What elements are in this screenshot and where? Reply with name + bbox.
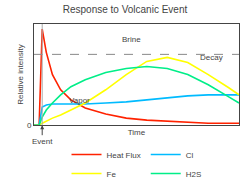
svg-text:Brine: Brine	[122, 35, 141, 44]
svg-text:Heat Flux: Heat Flux	[107, 151, 141, 160]
svg-text:Time: Time	[128, 128, 146, 137]
svg-text:Fe: Fe	[107, 170, 117, 179]
svg-text:Event: Event	[32, 137, 53, 146]
svg-text:0: 0	[27, 121, 32, 130]
svg-text:Response to Volcanic Event: Response to Volcanic Event	[63, 4, 188, 15]
svg-text:Vapor: Vapor	[69, 96, 90, 105]
svg-text:Cl: Cl	[186, 151, 194, 160]
svg-text:Decay: Decay	[200, 53, 223, 62]
svg-text:H2S: H2S	[186, 170, 202, 179]
svg-text:Relative intensity: Relative intensity	[16, 44, 25, 104]
